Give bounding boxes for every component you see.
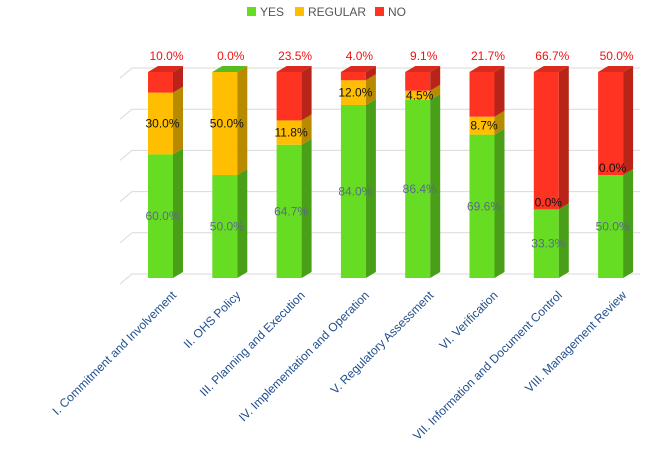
bar-segment-yes-5	[405, 94, 441, 279]
data-label-yes-7: 33.3%	[531, 237, 565, 251]
data-label-yes-8: 50.0%	[596, 220, 630, 234]
data-label-regular-4: 12.0%	[338, 86, 372, 100]
bar-segment-regular-1	[148, 86, 183, 155]
legend-swatch	[247, 7, 256, 16]
bar-segment-no-3	[276, 66, 312, 121]
legend-item-yes: YES	[247, 5, 284, 19]
bar-segment-regular-4	[340, 74, 376, 105]
legend-label: REGULAR	[308, 5, 366, 19]
bar-segment-no-4	[340, 66, 376, 81]
data-label-regular-5: 4.5%	[406, 88, 434, 102]
category-label-2: II. OHS Policy	[181, 288, 244, 351]
bar-segment-regular-6	[469, 110, 505, 135]
bar-segment-no-8	[598, 66, 634, 175]
data-label-yes-3: 64.7%	[274, 204, 308, 218]
bar-segment-regular-2	[212, 66, 248, 175]
data-label-regular-8: 0.0%	[599, 161, 627, 175]
bar-segment-no-6	[469, 66, 505, 117]
bar-segment-yes-6	[469, 128, 505, 278]
category-label-3: III. Planning and Execution	[197, 288, 308, 399]
legend: YES REGULAR NO	[247, 5, 406, 19]
bar-top-cap-5	[405, 66, 441, 72]
bar-segment-no-1	[148, 66, 183, 93]
bar-top-cap-6	[469, 66, 505, 72]
data-label-no-7: 66.7%	[535, 49, 569, 63]
legend-label: YES	[260, 5, 284, 19]
category-label-5: V. Regulatory Assessment	[328, 288, 437, 397]
data-label-no-8: 50.0%	[600, 49, 634, 63]
data-label-no-6: 21.7%	[471, 49, 505, 63]
legend-swatch	[375, 7, 384, 16]
bar-top-cap-7	[533, 66, 569, 72]
data-label-regular-1: 30.0%	[145, 117, 179, 131]
bar-top-cap-2	[212, 66, 248, 72]
gridline	[119, 67, 640, 79]
category-label-6: VI. Verification	[436, 288, 500, 352]
bar-segment-yes-2	[212, 169, 248, 278]
data-label-regular-6: 8.7%	[470, 119, 498, 133]
data-label-yes-1: 60.0%	[145, 209, 179, 223]
data-labels: 60.0% 30.0% 10.0% 50.0% 50.0% 0.0% 64.7% 11.8% 2…	[145, 49, 633, 251]
bar-segment-regular-5	[405, 84, 441, 101]
category-label-1: I. Commitment and Involvement	[49, 288, 179, 418]
data-label-yes-2: 50.0%	[210, 220, 244, 234]
bar-segment-yes-1	[148, 148, 183, 278]
data-label-yes-5: 86.4%	[403, 182, 437, 196]
data-label-no-5: 9.1%	[410, 49, 438, 63]
bar-segment-no-7	[533, 66, 569, 210]
bar-top-cap-1	[148, 66, 183, 72]
bar-segment-regular-3	[276, 114, 312, 145]
legend-label: NO	[388, 5, 406, 19]
bar-segment-yes-3	[276, 138, 312, 278]
bar-top-cap-3	[276, 66, 312, 72]
data-label-no-1: 10.0%	[149, 49, 183, 63]
data-label-yes-4: 84.0%	[338, 184, 372, 198]
data-label-no-3: 23.5%	[278, 49, 312, 63]
bar-segment-no-5	[405, 66, 441, 91]
legend-item-no: NO	[375, 5, 406, 19]
bar-segment-yes-8	[598, 169, 634, 278]
category-label-4: IV. Implementation and Operation	[236, 288, 372, 424]
data-label-no-4: 4.0%	[346, 49, 374, 63]
legend-item-regular: REGULAR	[295, 5, 366, 19]
data-label-regular-2: 50.0%	[210, 117, 244, 131]
bar-segment-yes-7	[533, 203, 569, 278]
data-label-regular-3: 11.8%	[275, 126, 308, 140]
bar-top-cap-8	[598, 66, 634, 72]
category-labels: I. Commitment and Involvement II. OHS Pol…	[49, 288, 629, 443]
bar-top-cap-4	[340, 66, 376, 72]
bars	[148, 66, 634, 279]
legend-swatch	[295, 7, 304, 16]
data-label-no-2: 0.0%	[217, 49, 245, 63]
data-label-regular-7: 0.0%	[535, 195, 563, 209]
data-label-yes-6: 69.6%	[467, 199, 501, 213]
bar-segment-yes-4	[340, 98, 376, 279]
